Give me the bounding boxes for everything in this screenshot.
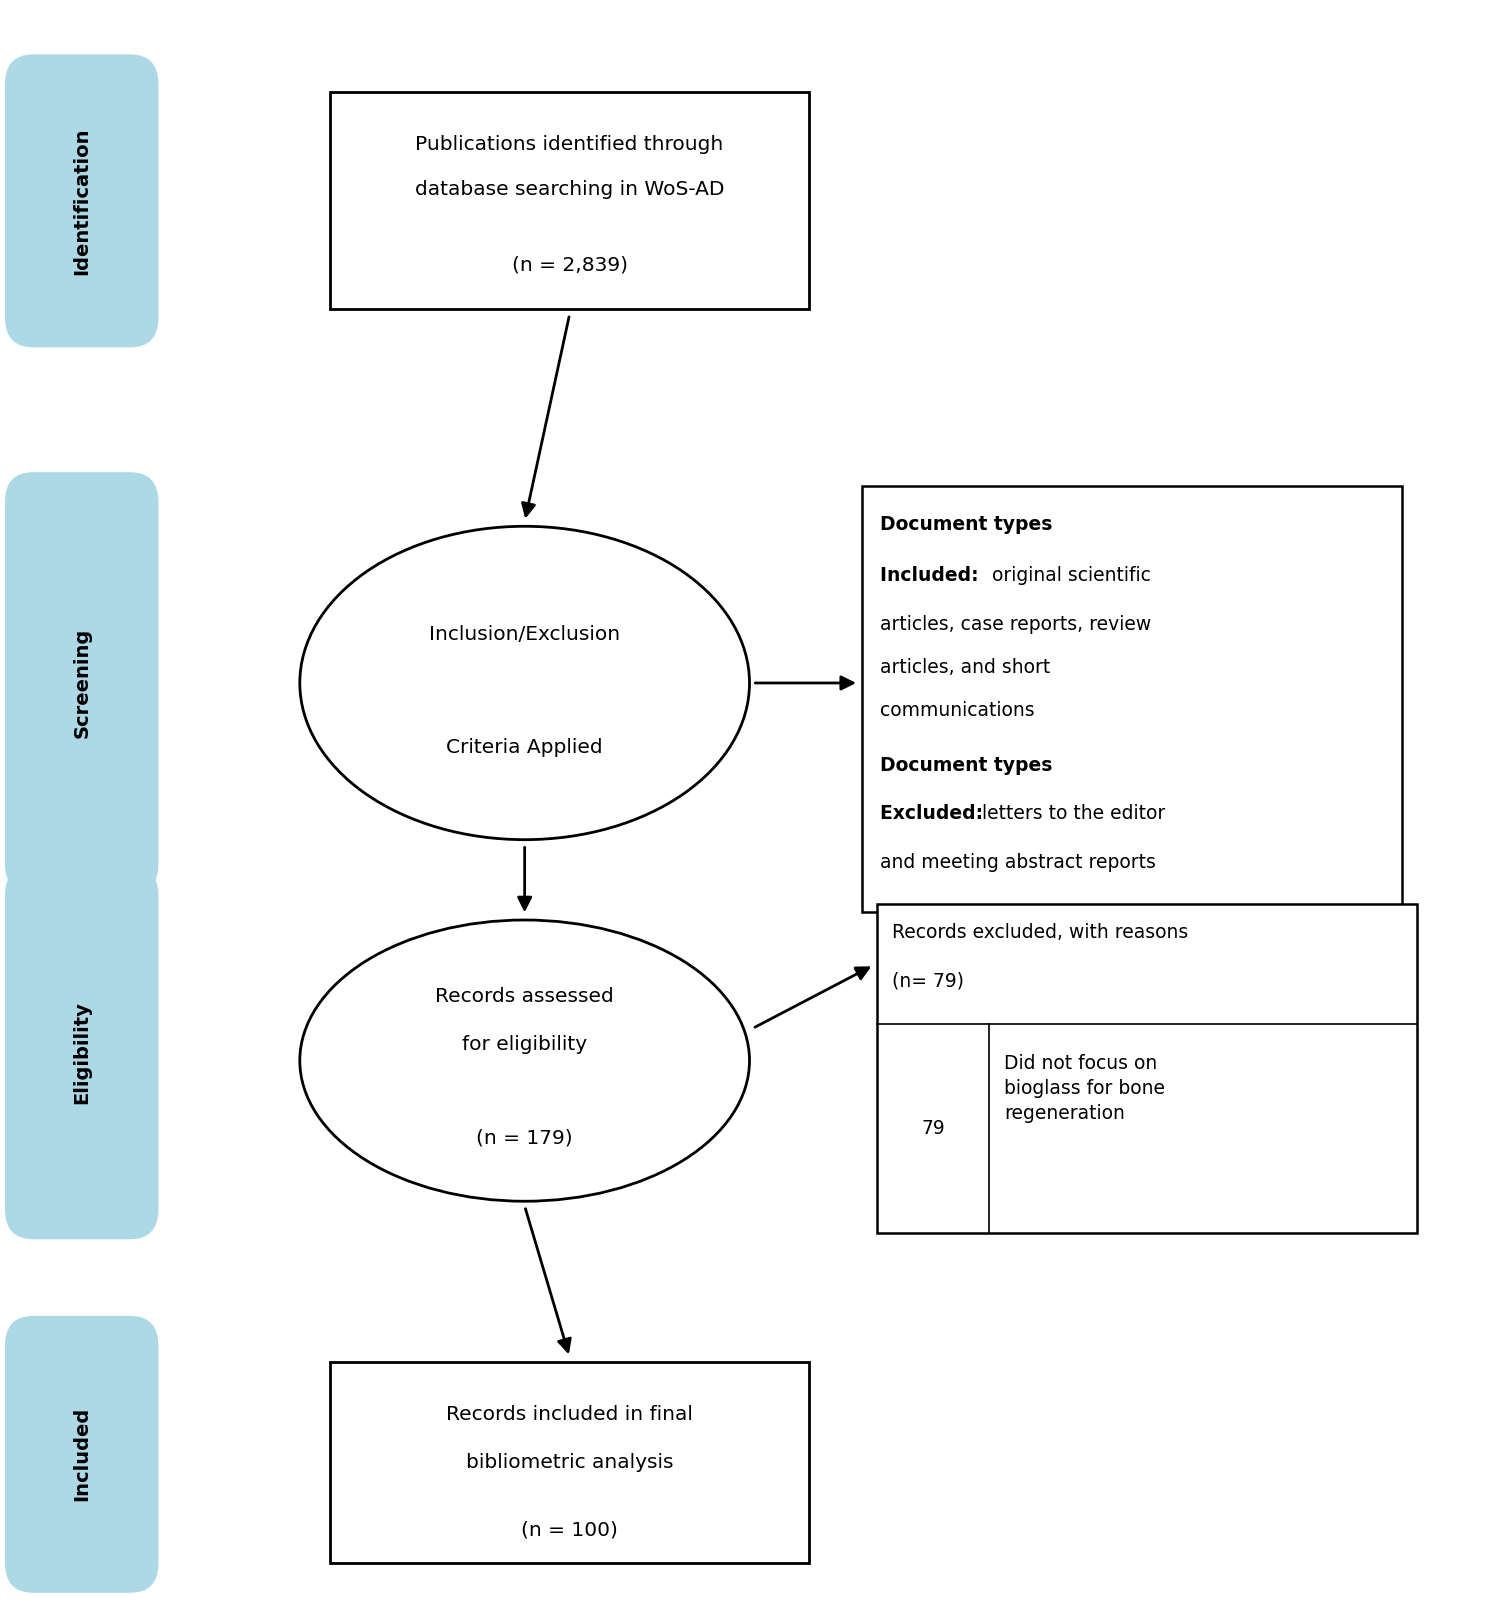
Text: bibliometric analysis: bibliometric analysis <box>466 1453 673 1472</box>
Text: (n = 100): (n = 100) <box>522 1520 618 1540</box>
Text: for eligibility: for eligibility <box>462 1035 588 1054</box>
Text: articles, and short: articles, and short <box>880 659 1051 677</box>
Text: (n = 179): (n = 179) <box>477 1128 573 1147</box>
Text: communications: communications <box>880 701 1034 720</box>
Text: Records included in final: Records included in final <box>447 1405 693 1424</box>
Text: letters to the editor: letters to the editor <box>982 805 1165 823</box>
Text: Document types: Document types <box>880 757 1052 775</box>
Bar <box>877 903 1417 1234</box>
FancyBboxPatch shape <box>6 1318 157 1591</box>
Bar <box>862 485 1402 913</box>
Text: Eligibility: Eligibility <box>72 1001 91 1104</box>
Text: Inclusion/Exclusion: Inclusion/Exclusion <box>429 625 621 644</box>
FancyBboxPatch shape <box>6 55 157 347</box>
Text: Publications identified through: Publications identified through <box>415 135 724 154</box>
Text: Screening: Screening <box>72 628 91 738</box>
Text: Excluded:: Excluded: <box>880 805 989 823</box>
Text: Records excluded, with reasons: Records excluded, with reasons <box>892 922 1189 942</box>
Text: original scientific: original scientific <box>992 567 1151 585</box>
Text: Document types: Document types <box>880 514 1052 534</box>
Text: Did not focus on
bioglass for bone
regeneration: Did not focus on bioglass for bone regen… <box>1004 1054 1165 1123</box>
FancyBboxPatch shape <box>6 868 157 1237</box>
Text: Included:: Included: <box>880 567 985 585</box>
Text: Included: Included <box>72 1408 91 1501</box>
Bar <box>330 1363 809 1562</box>
Text: (n = 2,839): (n = 2,839) <box>511 256 628 275</box>
Text: articles, case reports, review: articles, case reports, review <box>880 615 1151 633</box>
Bar <box>330 93 809 309</box>
Ellipse shape <box>300 527 750 840</box>
Ellipse shape <box>300 919 750 1202</box>
Text: Records assessed: Records assessed <box>435 987 615 1006</box>
Text: (n= 79): (n= 79) <box>892 971 964 990</box>
FancyBboxPatch shape <box>6 474 157 893</box>
Text: 79: 79 <box>922 1120 944 1138</box>
Text: and meeting abstract reports: and meeting abstract reports <box>880 853 1156 871</box>
Text: Criteria Applied: Criteria Applied <box>447 738 603 757</box>
Text: Identification: Identification <box>72 127 91 275</box>
Text: database searching in WoS-AD: database searching in WoS-AD <box>415 180 724 199</box>
